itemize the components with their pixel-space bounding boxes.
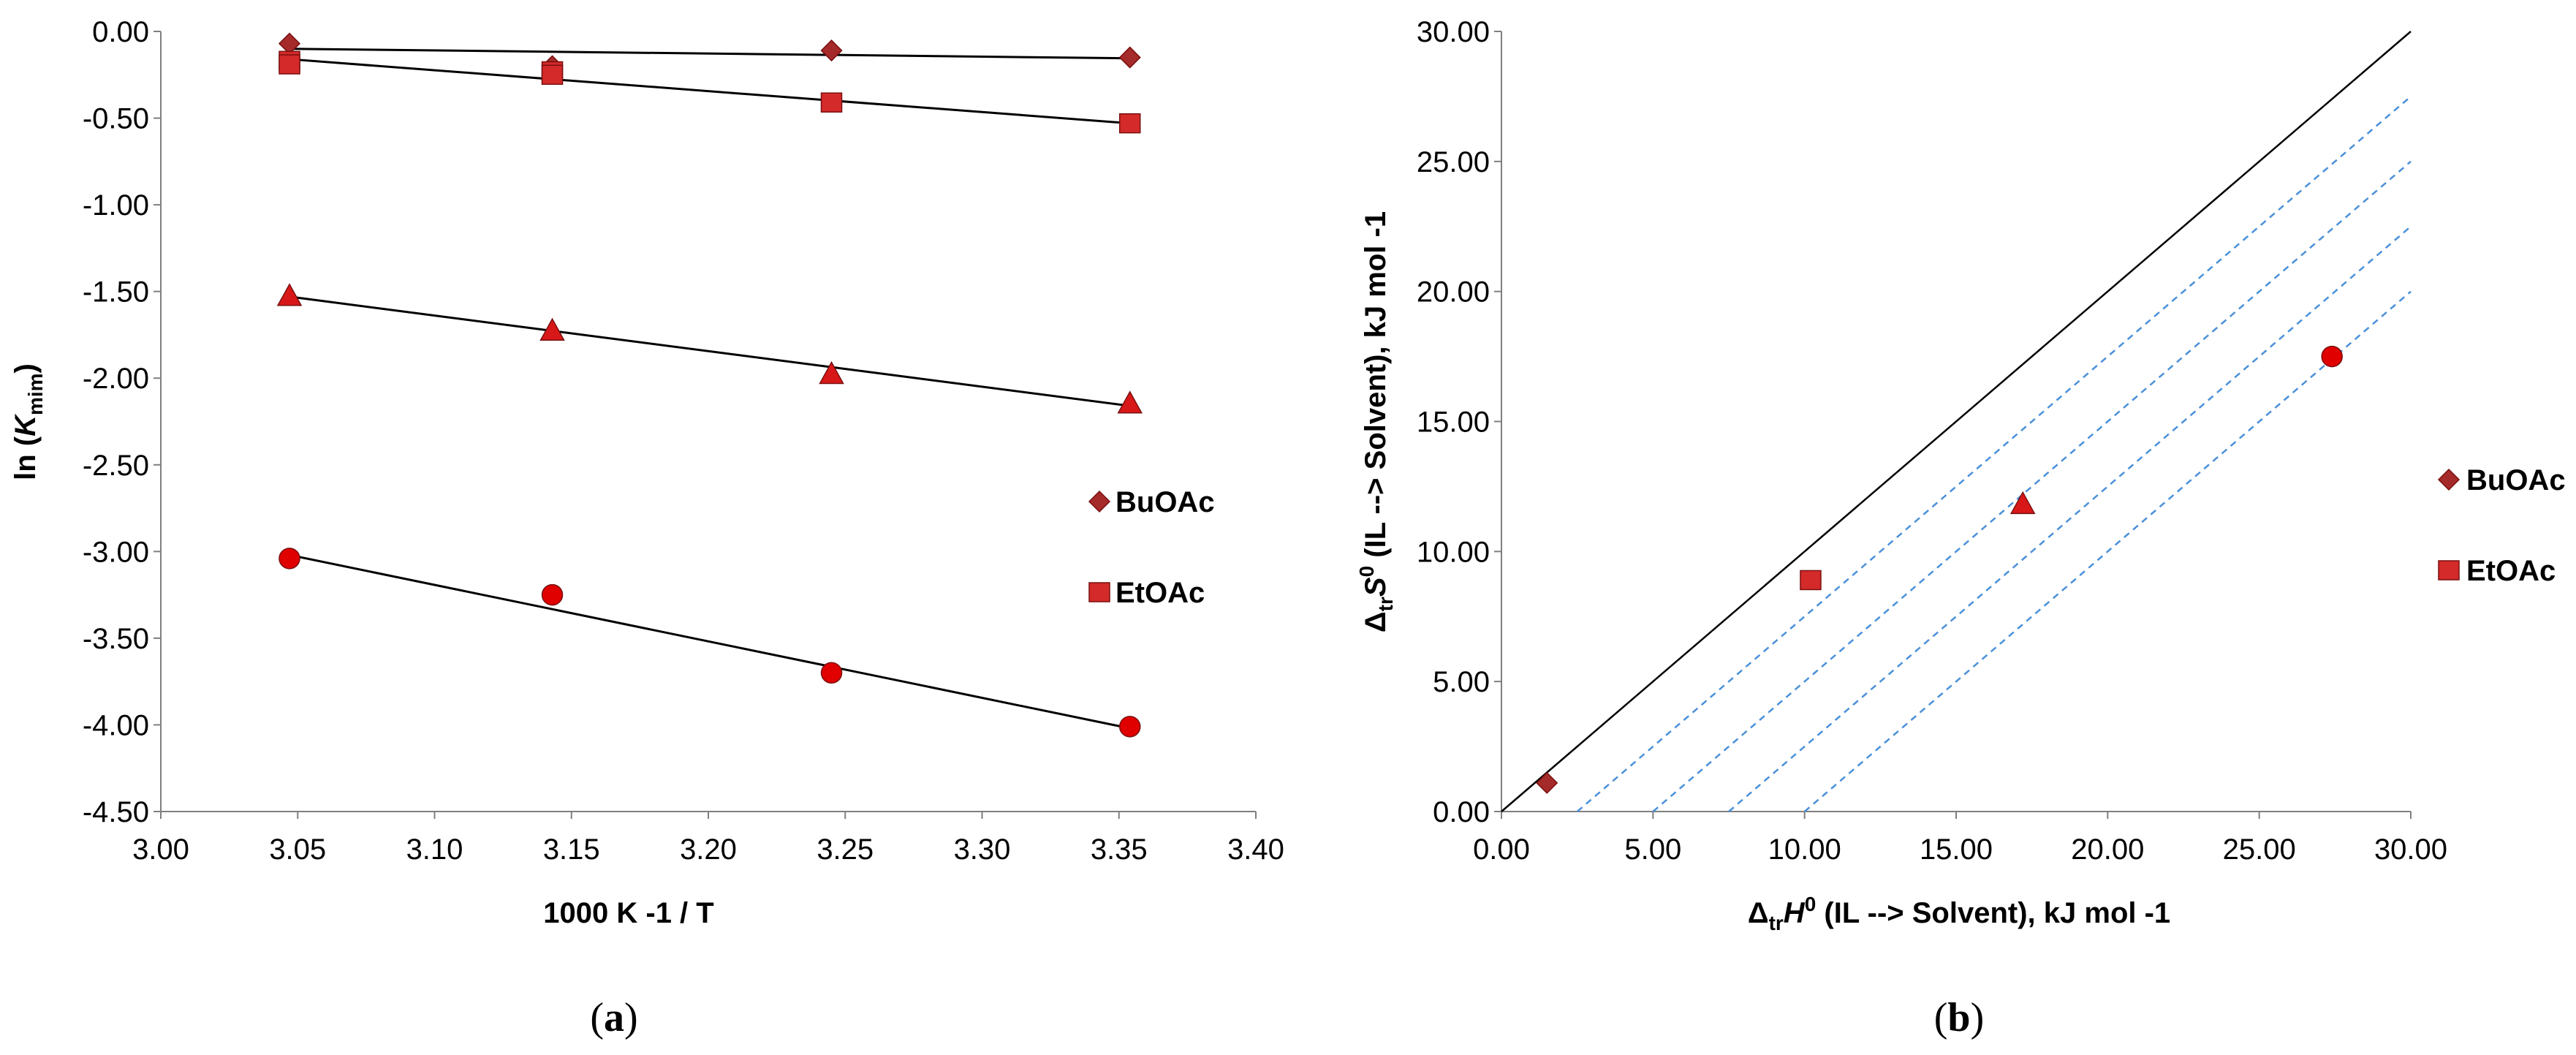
data-point-diamond	[278, 32, 301, 55]
y-tick-label: 25.00	[1417, 146, 1490, 178]
chart-b-x-axis-label: ΔtrH0 (IL --> Solvent), kJ mol -1	[1748, 893, 2170, 934]
legend-label-etoac: EtOAc	[2466, 555, 2556, 587]
data-point-diamond	[820, 39, 843, 62]
y-tick-label: -3.50	[83, 623, 149, 655]
chart-a-legend: BuOAc EtOAc	[1088, 486, 1215, 609]
y-tick-label: 0.00	[1433, 796, 1490, 828]
chart-a-points	[276, 32, 1143, 738]
chart-b-points	[1536, 345, 2343, 794]
data-point-circle	[541, 583, 564, 606]
legend-label-etoac: EtOAc	[1115, 577, 1205, 609]
y-tick-label: 5.00	[1433, 666, 1490, 698]
dashed-line	[1728, 225, 2412, 812]
data-point-square	[1800, 570, 1822, 591]
chart-a-fit-lines	[289, 48, 1131, 730]
x-tick-label: 5.00	[1624, 833, 1681, 866]
chart-a-axes	[160, 31, 1256, 812]
legend-label-buoac: BuOAc	[1115, 486, 1215, 518]
chart-b-x-ticks: 0.00 5.00 10.00 15.00 20.00 25.00 30.00	[1473, 812, 2447, 866]
legend-item-etoac: EtOAc	[2438, 555, 2556, 587]
chart-a: 0.00 -0.50 -1.00 -1.50 -2.00 -2.50 -3.00 -3.50 -…	[10, 16, 1284, 1040]
legend-square-marker	[2438, 560, 2460, 581]
x-tick-label: 10.00	[1768, 833, 1841, 866]
dashed-line	[1803, 290, 2412, 812]
legend-diamond-marker	[2437, 468, 2461, 491]
fit-line	[289, 553, 1131, 730]
chart-b: 0.00 5.00 10.00 15.00 20.00 25.00 30.00 0.00 5.…	[1355, 16, 2566, 1040]
data-point-triangle	[539, 317, 565, 341]
data-point-square	[541, 64, 564, 86]
x-tick-label: 3.05	[269, 833, 326, 866]
chart-a-x-ticks: 3.00 3.05 3.10 3.15 3.20 3.25 3.30 3.35 3.40	[132, 812, 1284, 866]
x-tick-label: 3.15	[543, 833, 600, 866]
legend-item-etoac: EtOAc	[1088, 577, 1205, 609]
x-tick-label: 25.00	[2223, 833, 2296, 866]
x-tick-label: 3.40	[1227, 833, 1284, 866]
x-tick-label: 20.00	[2071, 833, 2144, 866]
reference-line	[1501, 31, 2412, 812]
x-tick-label: 3.20	[680, 833, 737, 866]
x-tick-label: 3.30	[954, 833, 1011, 866]
data-point-circle	[1118, 716, 1141, 738]
x-tick-label: 3.10	[406, 833, 463, 866]
x-tick-label: 0.00	[1473, 833, 1530, 866]
legend-item-buoac: BuOAc	[1088, 486, 1215, 518]
y-tick-label: -0.50	[83, 103, 149, 135]
data-point-circle	[2321, 345, 2343, 368]
data-point-triangle	[2009, 491, 2036, 515]
dashed-line	[1652, 160, 2412, 812]
x-tick-label: 3.25	[817, 833, 874, 866]
y-tick-label: 30.00	[1417, 16, 1490, 48]
legend-square-marker	[1088, 582, 1110, 602]
y-tick-label: 10.00	[1417, 536, 1490, 568]
data-point-square	[279, 54, 300, 75]
fit-line	[289, 295, 1130, 407]
y-tick-label: 15.00	[1417, 407, 1490, 439]
legend-label-buoac: BuOAc	[2466, 464, 2566, 496]
chart-b-y-ticks: 0.00 5.00 10.00 15.00 20.00 25.00 30.00	[1417, 16, 1501, 828]
y-tick-label: -2.50	[83, 450, 149, 482]
legend-diamond-marker	[1088, 490, 1111, 513]
y-tick-label: -4.50	[83, 796, 149, 828]
y-tick-label: -2.00	[83, 363, 149, 395]
panel-label-a: (a)	[590, 995, 637, 1040]
y-tick-label: -4.00	[83, 709, 149, 741]
chart-b-legend: BuOAc EtOAc	[2437, 464, 2566, 587]
chart-b-y-axis-label: ΔtrS0 (IL --> Solvent), kJ mol -1	[1355, 211, 1397, 632]
y-tick-label: 20.00	[1417, 276, 1490, 309]
data-point-circle	[279, 548, 300, 570]
chart-a-y-axis-label: ln (Kmim)	[10, 363, 47, 480]
y-tick-label: 0.00	[92, 16, 149, 48]
chart-a-x-axis-label: 1000 K -1 / T	[543, 897, 713, 929]
data-point-triangle	[819, 360, 844, 385]
fit-line	[289, 48, 1130, 60]
chart-a-y-ticks: 0.00 -0.50 -1.00 -1.50 -2.00 -2.50 -3.00 -3.50 -…	[83, 16, 161, 828]
data-point-triangle	[276, 283, 303, 306]
data-point-triangle	[1117, 390, 1143, 414]
panel-label-b: (b)	[1934, 995, 1984, 1040]
data-point-diamond	[1118, 46, 1141, 69]
dashed-line	[1576, 95, 2412, 812]
data-point-square	[1118, 113, 1141, 134]
y-tick-label: -1.00	[83, 189, 149, 222]
chart-b-reference-lines	[1501, 31, 2412, 812]
data-point-square	[820, 92, 843, 113]
data-point-circle	[820, 662, 843, 684]
x-tick-label: 30.00	[2374, 833, 2447, 866]
fit-line	[289, 58, 1130, 125]
x-tick-label: 15.00	[1920, 833, 1993, 866]
legend-item-buoac: BuOAc	[2437, 464, 2566, 496]
y-tick-label: -1.50	[83, 276, 149, 309]
x-tick-label: 3.00	[132, 833, 189, 866]
x-tick-label: 3.35	[1091, 833, 1148, 866]
y-tick-label: -3.00	[83, 536, 149, 568]
data-point-diamond	[1536, 771, 1558, 794]
